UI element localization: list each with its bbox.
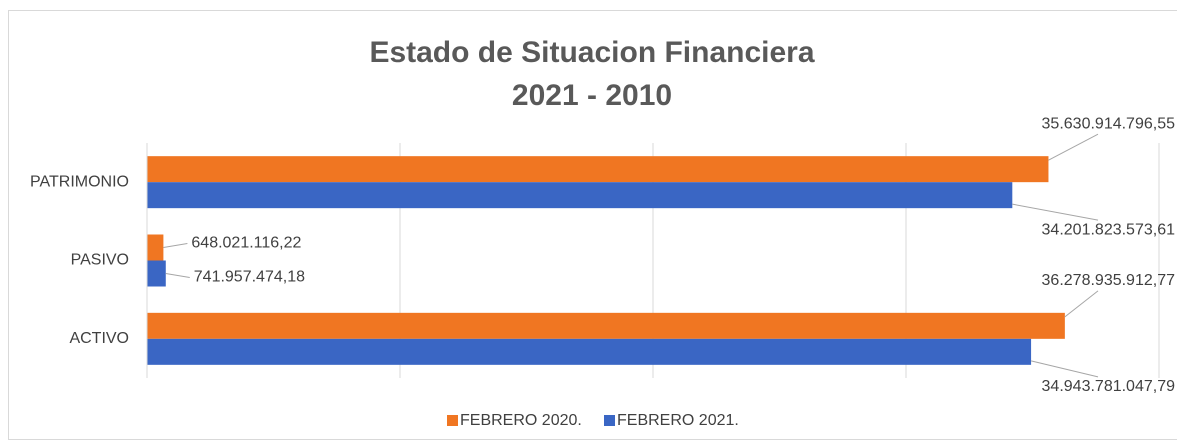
bar [147,260,166,287]
legend-swatch [604,415,615,426]
data-label: 648.021.116,22 [191,235,301,252]
leader-line [163,243,188,248]
data-label: 35.630.914.796,55 [1042,115,1176,132]
bar [147,234,164,261]
bar [147,312,1065,339]
legend-swatch [447,415,458,426]
legend-label: FEBRERO 2020. [460,412,582,429]
chart-title: Estado de Situacion Financiera [369,36,814,69]
bar [147,182,1013,209]
leader-line [165,273,190,278]
leader-line [1064,290,1099,318]
data-label: 741.957.474,18 [194,269,305,286]
leader-line [1048,133,1099,161]
data-label: 34.201.823.573,61 [1042,221,1176,238]
chart-subtitle: 2021 - 2010 [512,79,672,112]
data-label: 34.943.781.047,79 [1042,378,1176,395]
chart-border [8,10,1177,440]
bar [147,338,1032,365]
data-label: 36.278.935.912,77 [1042,272,1176,289]
y-tick-label: PASIVO [71,252,129,269]
bar [147,156,1049,183]
y-tick-label: PATRIMONIO [30,173,129,190]
leader-line [1030,360,1099,378]
leader-line [1012,203,1099,221]
legend-label: FEBRERO 2021. [617,412,739,429]
y-tick-label: ACTIVO [69,330,129,347]
